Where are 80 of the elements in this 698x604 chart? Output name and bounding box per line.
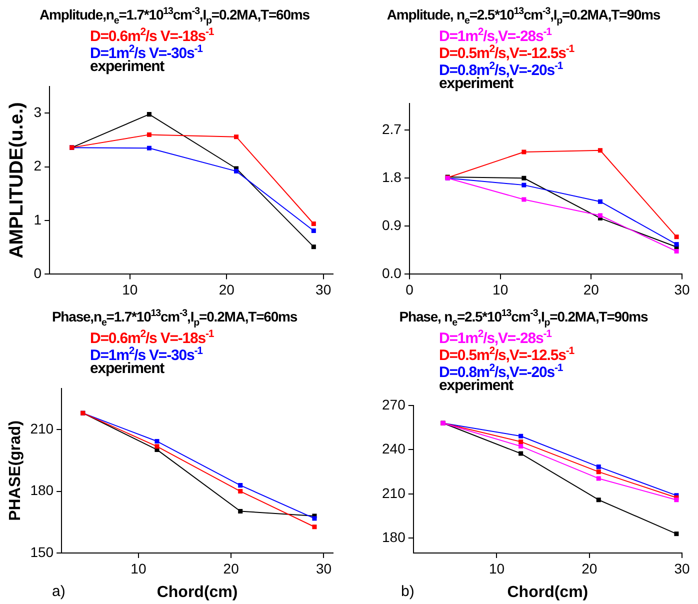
x-axis-title: Chord(cm) <box>507 584 588 601</box>
y-tick-label: 2 <box>34 158 42 174</box>
y-axis-title: PHASE(grad) <box>7 420 24 521</box>
point <box>146 146 152 150</box>
text: D=0.5m$^{2}$/s,V=-12.5s$^{-1}$ <box>439 345 576 364</box>
chart-title: Amplitude, n$_{e}$=2.5*10$^{13}$cm$^{-3}$,I$_{p}$=0.2MA,T=90ms <box>386 6 660 26</box>
chart-title: Phase,n$_{e}$=1.7*10$^{13}$cm$^{-3}$,I$_{p}$=0.2MA,T=60ms <box>52 308 298 328</box>
point <box>596 476 601 481</box>
text: D=0.6m$^{2}$/s V=-18s$^{-1}$ <box>90 26 214 45</box>
point <box>311 228 316 233</box>
y-tick-label: 150 <box>30 544 54 560</box>
y-tick-label: 210 <box>30 420 54 436</box>
x-tick-label: 30 <box>674 281 690 298</box>
text: experiment <box>90 360 164 377</box>
point <box>312 524 317 530</box>
point <box>238 489 243 494</box>
y-tick-label: 1.8 <box>382 168 402 185</box>
point <box>596 470 601 474</box>
text: b) <box>401 583 414 600</box>
point <box>154 439 160 444</box>
point <box>146 112 152 117</box>
text: D=0.6m$^{2}$/s V=-18s$^{-1}$ <box>90 328 214 347</box>
point <box>518 451 524 456</box>
x-tick-label: 10 <box>130 560 146 576</box>
y-tick-label: 180 <box>382 529 406 546</box>
point <box>518 439 524 444</box>
y-tick-label: 3 <box>34 104 42 120</box>
point <box>674 498 679 502</box>
point <box>146 132 152 137</box>
chart-title: Phase, n$_{e}$=2.5*10$^{13}$cm$^{-3}$,I$_{p}$=0.2MA,T=90ms <box>399 308 648 328</box>
point <box>238 508 243 514</box>
text: D=1m$^{2}$/s,V=-28s$^{-1}$ <box>439 328 552 347</box>
y-tick-label: 1 <box>34 211 42 228</box>
y-tick-label: 0 <box>34 265 42 282</box>
point <box>234 134 239 140</box>
x-tick-label: 30 <box>316 560 332 576</box>
text: a) <box>52 583 66 600</box>
x-tick-label: 30 <box>316 281 332 298</box>
x-tick-label: 30 <box>674 560 690 576</box>
text: D=1m$^{2}$/s,V=-28s$^{-1}$ <box>439 26 552 45</box>
y-tick-label: 0.0 <box>382 265 402 282</box>
point <box>596 498 601 502</box>
text: D=0.5m$^{2}$/s,V=-12.5s$^{-1}$ <box>439 43 576 62</box>
y-tick-label: 2.7 <box>382 120 402 137</box>
x-tick-label: 20 <box>218 281 235 298</box>
point <box>598 199 602 204</box>
chart-title: Amplitude,n$_{e}$=1.7*10$^{13}$cm$^{-3}$,I$_{p}$=0.2MA,T=60ms <box>40 6 310 26</box>
y-tick-label: 0.9 <box>382 217 402 234</box>
x-tick-label: 20 <box>223 560 240 576</box>
point <box>238 483 243 488</box>
x-tick-label: 10 <box>122 281 138 298</box>
point <box>311 244 316 250</box>
point <box>522 182 526 188</box>
y-axis-title: AMPLITUDE(u.e.) <box>6 102 28 258</box>
point <box>312 516 317 521</box>
point <box>596 464 601 470</box>
y-tick-label: 240 <box>382 440 406 457</box>
text: experiment <box>90 58 164 75</box>
x-tick-label: 10 <box>488 560 505 576</box>
point <box>598 213 602 218</box>
x-tick-label: 10 <box>492 281 508 298</box>
y-tick-label: 180 <box>30 482 54 498</box>
x-tick-label: 20 <box>582 560 598 576</box>
point <box>674 242 679 247</box>
point <box>522 197 526 202</box>
point <box>674 248 679 254</box>
point <box>518 444 524 449</box>
point <box>518 434 524 438</box>
y-tick-label: 270 <box>382 396 406 412</box>
point <box>674 532 679 536</box>
point <box>674 234 679 240</box>
point <box>522 150 526 154</box>
x-axis-title: Chord(cm) <box>156 584 238 601</box>
point <box>522 176 526 180</box>
x-tick-label: 20 <box>583 281 600 298</box>
point <box>234 168 239 174</box>
y-tick-label: 210 <box>382 484 406 501</box>
point <box>154 444 160 449</box>
point <box>598 148 602 153</box>
point <box>311 222 316 226</box>
